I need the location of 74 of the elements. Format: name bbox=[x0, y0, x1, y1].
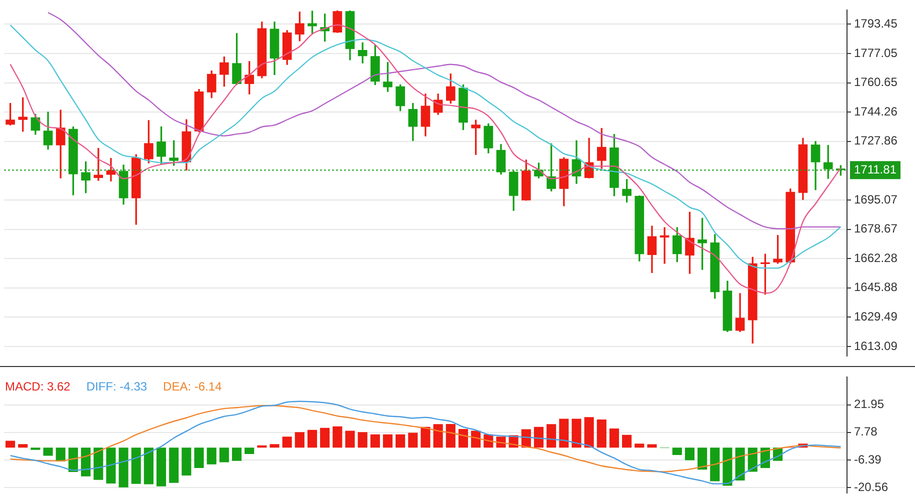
y-tick-label: 7.78 bbox=[854, 424, 878, 439]
bar bbox=[56, 448, 66, 462]
y-tick-label: 1793.45 bbox=[854, 16, 898, 31]
bar bbox=[219, 448, 229, 462]
bar bbox=[332, 426, 342, 448]
y-tick-label: 1645.88 bbox=[854, 280, 898, 294]
bar bbox=[232, 448, 242, 461]
y-tick-label: 1777.05 bbox=[854, 46, 898, 60]
bar bbox=[698, 448, 708, 470]
bar bbox=[131, 448, 141, 484]
text: DIFF: -4.33 bbox=[86, 380, 148, 394]
bar bbox=[634, 444, 644, 448]
y-tick-label: 1662.28 bbox=[854, 250, 898, 265]
series-label: DEA: -6.14 bbox=[163, 380, 222, 394]
bar bbox=[270, 444, 280, 448]
bar bbox=[559, 418, 569, 448]
y-tick-label: 21.95 bbox=[854, 397, 884, 412]
bar bbox=[144, 448, 154, 484]
bar bbox=[94, 448, 104, 480]
candlestick bbox=[660, 227, 670, 264]
bar bbox=[294, 432, 304, 448]
bar bbox=[345, 430, 355, 448]
bar bbox=[182, 448, 192, 476]
bar bbox=[596, 420, 606, 448]
ref-line-label: 1711.81 bbox=[854, 162, 897, 176]
bar bbox=[307, 430, 318, 448]
y-tick-label: 1678.67 bbox=[854, 222, 898, 236]
y-tick-label: -6.39 bbox=[854, 452, 882, 466]
bar bbox=[420, 426, 430, 448]
bar bbox=[534, 426, 544, 448]
bar bbox=[320, 428, 330, 448]
bar bbox=[647, 444, 657, 448]
bar bbox=[458, 429, 468, 448]
y-tick-label: 1727.86 bbox=[854, 134, 898, 148]
bar bbox=[18, 444, 28, 448]
y-tick-label: 1613.09 bbox=[854, 338, 898, 353]
bar bbox=[118, 448, 128, 488]
bar bbox=[194, 448, 204, 468]
bar bbox=[370, 434, 380, 448]
bar bbox=[408, 432, 418, 448]
bar bbox=[358, 432, 368, 448]
bar bbox=[609, 428, 620, 448]
y-tick-label: 1760.65 bbox=[854, 75, 898, 90]
bar bbox=[572, 418, 582, 448]
bar bbox=[546, 424, 556, 448]
bar bbox=[282, 436, 292, 448]
line-series bbox=[10, 400, 842, 484]
y-tick-label: 1695.07 bbox=[854, 192, 898, 206]
bar bbox=[735, 448, 745, 481]
bar bbox=[584, 417, 594, 448]
bar bbox=[672, 448, 682, 455]
bar bbox=[622, 434, 632, 448]
bar bbox=[446, 424, 456, 448]
text: MACD: 3.62 bbox=[5, 380, 71, 394]
bar bbox=[169, 448, 179, 483]
bar bbox=[244, 448, 254, 454]
bar bbox=[433, 424, 443, 448]
bar bbox=[722, 448, 732, 486]
line-series bbox=[47, 12, 842, 230]
bar bbox=[6, 440, 16, 448]
bar bbox=[257, 445, 267, 448]
bar bbox=[81, 448, 91, 476]
y-tick-label: -20.56 bbox=[854, 480, 888, 494]
bar bbox=[710, 448, 720, 482]
line-series bbox=[10, 405, 842, 472]
bar bbox=[382, 434, 393, 448]
bar bbox=[43, 448, 53, 456]
bar bbox=[106, 448, 116, 484]
y-tick-label: 1629.49 bbox=[854, 310, 898, 324]
bar bbox=[156, 448, 166, 486]
y-tick-label: 1744.26 bbox=[854, 104, 898, 118]
bar bbox=[206, 448, 216, 464]
bar bbox=[684, 448, 695, 460]
bar bbox=[396, 434, 406, 448]
